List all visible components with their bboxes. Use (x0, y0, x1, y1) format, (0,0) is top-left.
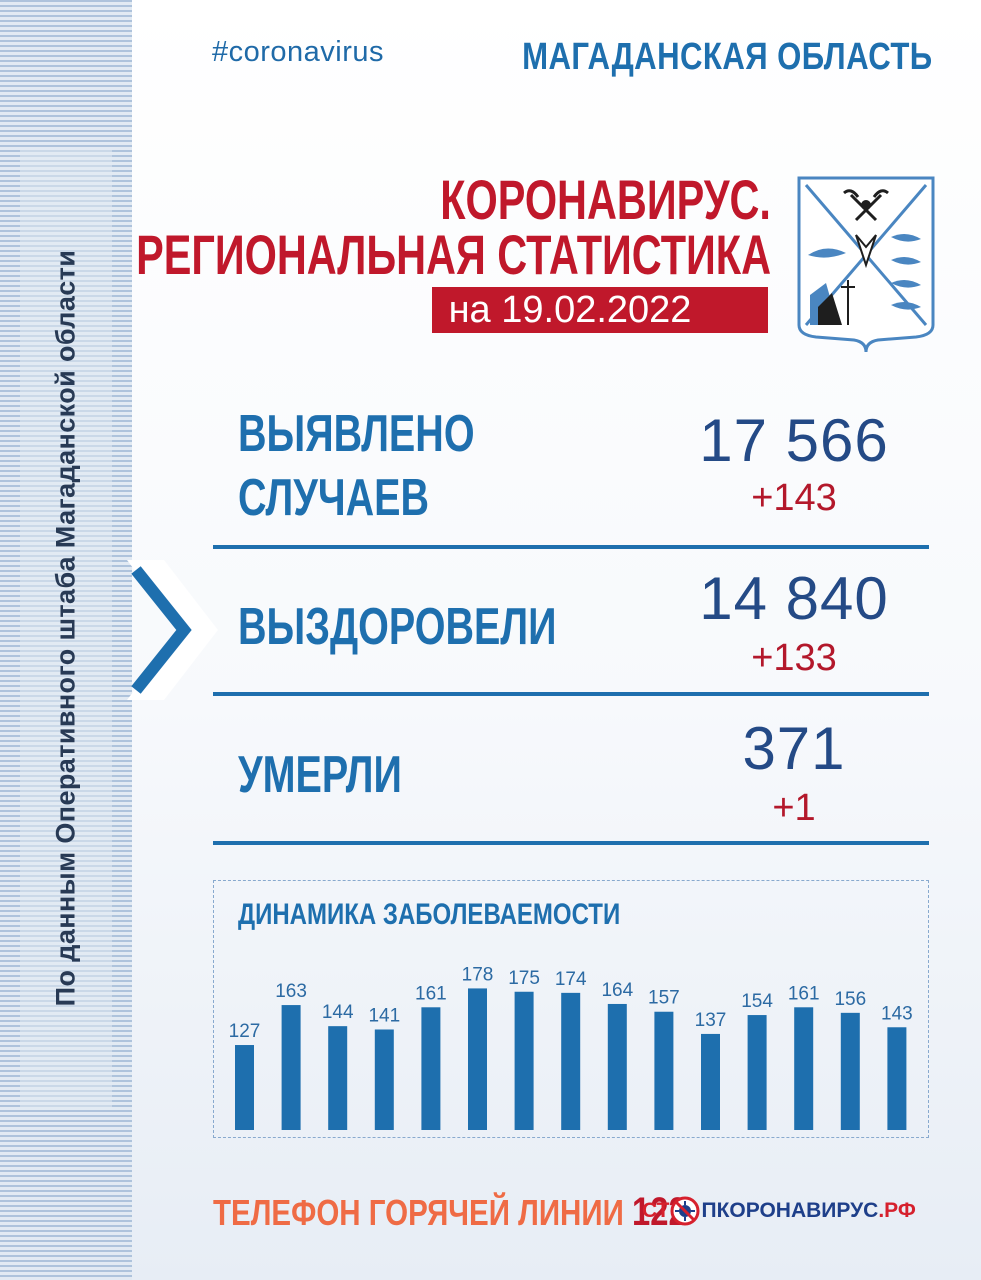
bar (654, 1011, 674, 1130)
site-prefix: СТ (642, 1199, 670, 1222)
bar-value-label: 143 (881, 1003, 913, 1024)
bar (747, 1015, 767, 1130)
bar (561, 992, 581, 1130)
page-title-line1: КОРОНАВИРУС. (440, 168, 771, 231)
recovered-value: 14 840 (699, 565, 889, 632)
bar (235, 1045, 254, 1130)
cases-label-line2: СЛУЧАЕВ (238, 469, 430, 527)
bar-value-label: 174 (555, 969, 587, 990)
hotline: ТЕЛЕФОН ГОРЯЧЕЙ ЛИНИИ 122 (213, 1190, 687, 1235)
deaths-value: 371 (742, 715, 846, 782)
bar-value-label: 137 (695, 1010, 727, 1031)
date-badge: на 19.02.2022 (432, 287, 768, 333)
bar-value-label: 178 (462, 964, 494, 985)
bar-value-label: 164 (601, 980, 633, 1001)
virus-stop-icon (670, 1196, 700, 1226)
bar-value-label: 154 (741, 991, 773, 1012)
bar-value-label: 141 (368, 1005, 400, 1026)
bar (701, 1033, 720, 1130)
region-name: МАГАДАНСКАЯ ОБЛАСТЬ (522, 36, 933, 78)
bar (421, 1007, 441, 1130)
bar (514, 991, 534, 1130)
cases-delta: +143 (751, 477, 837, 519)
bar (887, 1027, 907, 1130)
bar (607, 1003, 627, 1130)
deaths-label: УМЕРЛИ (238, 746, 402, 804)
coat-of-arms-icon (797, 176, 935, 353)
bar-value-label: 127 (229, 1021, 261, 1042)
bar-value-label: 163 (275, 981, 307, 1002)
stop-coronavirus-logo: СТ ПКОРОНАВИРУС .РФ (642, 1196, 916, 1226)
bar (468, 988, 487, 1130)
hashtag: #coronavirus (212, 36, 385, 68)
recovered-delta: +133 (751, 637, 837, 679)
bar-value-label: 156 (834, 989, 866, 1010)
bar (374, 1029, 394, 1130)
incidence-bar-chart: 127 163 144 141 161 178 175 174 164 157 137 154 161 1… (229, 964, 913, 1130)
bar (281, 1005, 301, 1130)
bar (328, 1026, 348, 1130)
divider (213, 692, 929, 696)
left-strip-overlay (20, 150, 112, 1110)
source-caption: По данным Оперативного штаба Магаданской… (50, 249, 81, 1007)
site-suffix: .РФ (878, 1199, 916, 1222)
divider (213, 841, 929, 845)
bar-value-label: 161 (415, 983, 447, 1004)
chart-frame (213, 880, 929, 1138)
cases-label-line1: ВЫЯВЛЕНО (238, 405, 475, 463)
divider (213, 545, 929, 549)
hotline-label: ТЕЛЕФОН ГОРЯЧЕЙ ЛИНИИ (213, 1192, 624, 1233)
date-text: на 19.02.2022 (448, 289, 692, 331)
bar-value-label: 157 (648, 988, 680, 1009)
cases-value: 17 566 (699, 407, 889, 474)
recovered-label: ВЫЗДОРОВЕЛИ (238, 598, 557, 656)
page-title-line2: РЕГИОНАЛЬНАЯ СТАТИСТИКА (136, 223, 771, 286)
bar (794, 1007, 814, 1130)
bar-value-label: 144 (322, 1002, 354, 1023)
bar-value-label: 161 (788, 983, 820, 1004)
chevron-right-icon (127, 560, 218, 700)
site-main: ПКОРОНАВИРУС (701, 1199, 879, 1222)
bar-value-label: 175 (508, 968, 540, 989)
chart-title: ДИНАМИКА ЗАБОЛЕВАЕМОСТИ (238, 898, 621, 931)
deaths-delta: +1 (772, 787, 816, 829)
bar (840, 1012, 860, 1130)
